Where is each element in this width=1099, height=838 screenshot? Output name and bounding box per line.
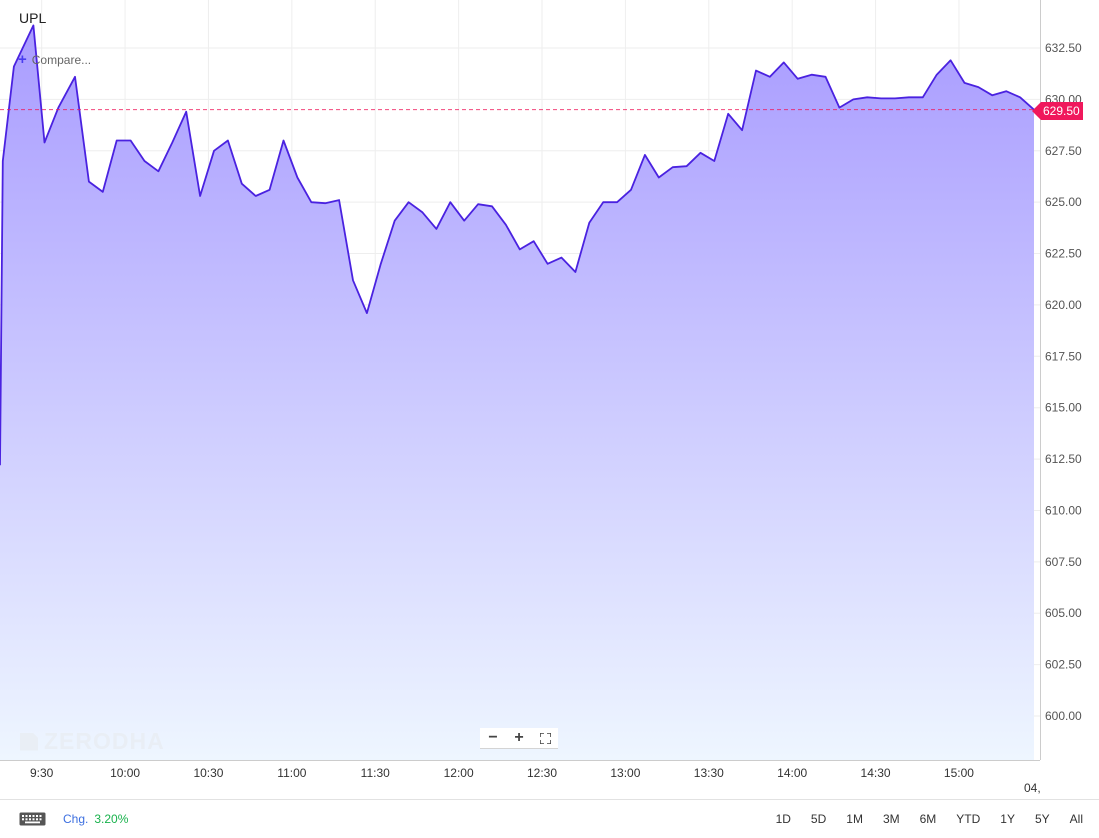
price-chart: 600.00 602.50 605.00 607.50 610.00 612.50 615.… — [0, 0, 1082, 780]
footer-bar: Chg. 3.20% 1D 5D 1M 3M 6M YTD 1Y 5Y All — [0, 799, 1099, 838]
price-tag-arrow-icon — [1032, 102, 1041, 120]
x-tick-label: 14:00 — [777, 766, 807, 780]
keyboard-icon[interactable] — [19, 812, 46, 826]
y-tick-label: 627.50 — [1045, 144, 1082, 158]
range-button-5y[interactable]: 5Y — [1034, 812, 1050, 826]
x-tick-label: 12:00 — [444, 766, 474, 780]
range-button-ytd[interactable]: YTD — [956, 812, 981, 826]
y-tick-label: 600.00 — [1045, 709, 1082, 723]
range-button-1d[interactable]: 1D — [775, 812, 791, 826]
watermark-text: ZERODHA — [44, 728, 165, 754]
range-button-1y[interactable]: 1Y — [1000, 812, 1015, 826]
minus-icon: − — [488, 729, 498, 746]
y-tick-label: 605.00 — [1045, 606, 1082, 620]
y-tick-label: 615.00 — [1045, 401, 1082, 415]
chart-symbol-title: UPL — [19, 10, 47, 26]
zoom-controls: − + — [480, 728, 558, 748]
x-tick-label: 13:30 — [694, 766, 724, 780]
range-button-3m[interactable]: 3M — [882, 812, 900, 826]
fullscreen-icon — [539, 732, 551, 744]
plus-icon: + — [18, 51, 27, 68]
range-button-all[interactable]: All — [1069, 812, 1083, 826]
price-line — [0, 24, 1035, 466]
zoom-out-button[interactable]: − — [480, 728, 506, 748]
x-tick-label: 10:00 — [110, 766, 140, 780]
range-button-6m[interactable]: 6M — [919, 812, 937, 826]
price-area-fill — [0, 25, 1034, 760]
y-tick-label: 610.00 — [1045, 503, 1082, 517]
change-value: 3.20% — [94, 812, 129, 826]
y-tick-label: 620.00 — [1045, 298, 1082, 312]
fullscreen-button[interactable] — [532, 728, 558, 748]
last-price-tag: 629.50 — [1032, 102, 1083, 120]
x-tick-label: 13:00 — [610, 766, 640, 780]
range-button-5d[interactable]: 5D — [810, 812, 827, 826]
zoom-in-button[interactable]: + — [506, 728, 532, 748]
change-label: Chg. — [63, 812, 89, 826]
last-price-value: 629.50 — [1041, 102, 1083, 120]
y-axis-line — [1040, 0, 1041, 760]
range-button-1m[interactable]: 1M — [846, 812, 863, 826]
chart-plot-area[interactable]: 600.00 602.50 605.00 607.50 610.00 612.50 615.… — [0, 0, 1082, 780]
compare-button[interactable]: + Compare... — [18, 51, 92, 68]
x-tick-label: 15:00 — [944, 766, 974, 780]
y-tick-label: 622.50 — [1045, 247, 1082, 261]
zerodha-logo-icon — [20, 732, 38, 751]
x-axis-overflow-label: 04, — [1024, 781, 1041, 795]
plus-icon: + — [514, 729, 524, 746]
y-tick-label: 612.50 — [1045, 452, 1082, 466]
y-tick-label: 625.00 — [1045, 195, 1082, 209]
x-tick-label: 12:30 — [527, 766, 557, 780]
x-tick-label: 14:30 — [861, 766, 891, 780]
x-tick-label: 11:00 — [277, 766, 306, 780]
x-tick-label: 9:30 — [30, 766, 54, 780]
x-tick-label: 11:30 — [361, 766, 390, 780]
range-selector: 1D 5D 1M 3M 6M YTD 1Y 5Y All — [756, 812, 1083, 826]
y-tick-label: 607.50 — [1045, 555, 1082, 569]
x-axis-line — [0, 760, 1040, 761]
y-tick-label: 632.50 — [1045, 41, 1082, 55]
compare-label: Compare... — [31, 53, 92, 67]
zerodha-watermark: ZERODHA — [20, 728, 165, 755]
x-tick-label: 10:30 — [193, 766, 223, 780]
y-tick-label: 617.50 — [1045, 349, 1082, 363]
change-summary: Chg. 3.20% — [63, 812, 128, 826]
y-tick-label: 602.50 — [1045, 658, 1082, 672]
